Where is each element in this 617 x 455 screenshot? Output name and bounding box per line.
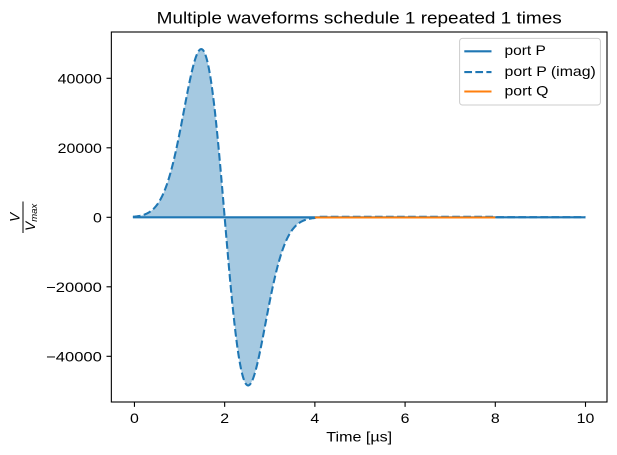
svg-text:8: 8	[491, 410, 500, 426]
svg-text:Multiple waveforms schedule 1: Multiple waveforms schedule 1 repeated 1…	[157, 8, 562, 27]
svg-text:40000: 40000	[58, 71, 102, 87]
svg-text:port P (imag): port P (imag)	[505, 63, 596, 79]
svg-text:6: 6	[401, 410, 410, 426]
svg-text:2: 2	[220, 410, 229, 426]
svg-text:port Q: port Q	[505, 82, 549, 98]
svg-text:port P: port P	[505, 42, 546, 58]
svg-text:V: V	[8, 211, 23, 222]
svg-text:0: 0	[130, 410, 139, 426]
svg-text:−40000: −40000	[46, 349, 102, 365]
svg-text:4: 4	[310, 410, 319, 426]
svg-text:Time [µs]: Time [µs]	[326, 428, 392, 444]
svg-text:20000: 20000	[58, 140, 102, 156]
svg-text:0: 0	[93, 210, 102, 226]
svg-text:−20000: −20000	[46, 279, 102, 295]
svg-text:10: 10	[577, 410, 595, 426]
